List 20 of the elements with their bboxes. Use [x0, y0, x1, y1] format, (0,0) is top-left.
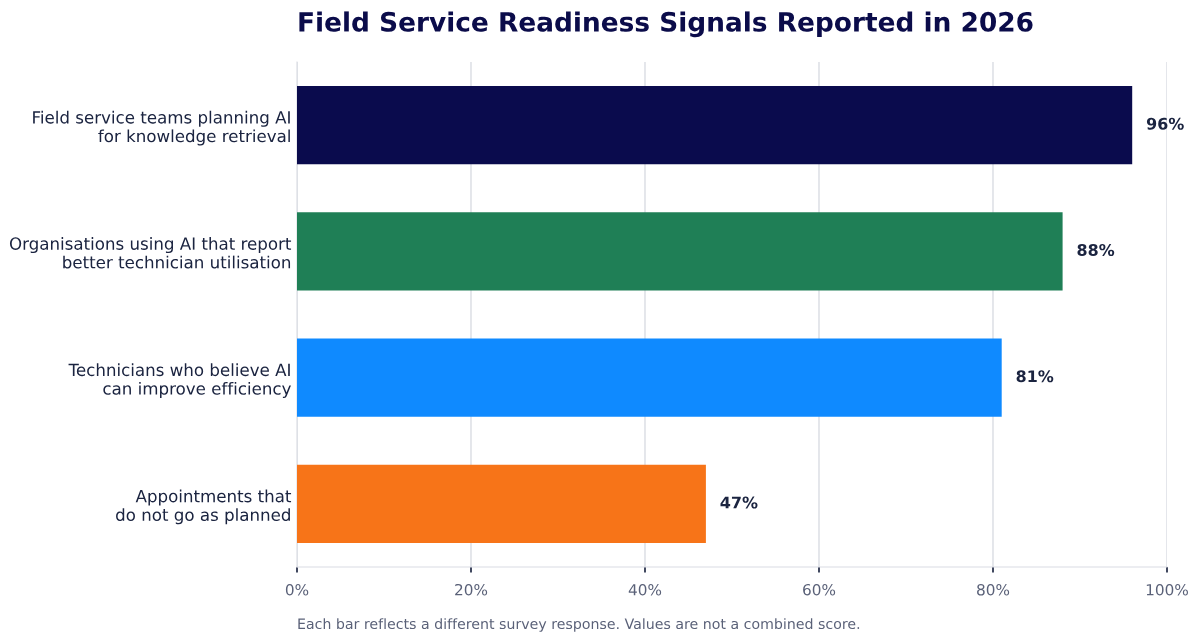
y-tick-label: Appointments that do not go as planned	[116, 489, 292, 525]
y-tick-label: Technicians who believe AI can improve efficiency	[68, 363, 291, 399]
bar	[297, 338, 1002, 417]
bar	[297, 212, 1063, 291]
y-tick-label: Organisations using AI that report better technician utilisation	[9, 236, 292, 269]
x-tick-label: 100%	[1146, 583, 1188, 596]
x-tick-label: 20%	[455, 583, 488, 596]
x-tick-label: 60%	[803, 583, 836, 596]
bar	[297, 464, 706, 544]
data-label: 47%	[720, 496, 758, 509]
y-tick-label: Field service teams planning AI for knowledge retrieval	[33, 110, 290, 146]
x-tick-label: 40%	[628, 583, 662, 596]
data-label: 88%	[1077, 243, 1115, 257]
data-label: 96%	[1146, 117, 1184, 130]
x-tick-label: 80%	[977, 583, 1010, 596]
text: Each bar reflects a different survey response. Values are not a combined score.	[298, 618, 860, 632]
data-label: 81%	[1016, 370, 1054, 383]
x-tick-label: 0%	[285, 583, 309, 596]
chart-title: Field Service Readiness Signals Reported in 2026	[299, 11, 1033, 38]
bar	[297, 85, 1133, 165]
